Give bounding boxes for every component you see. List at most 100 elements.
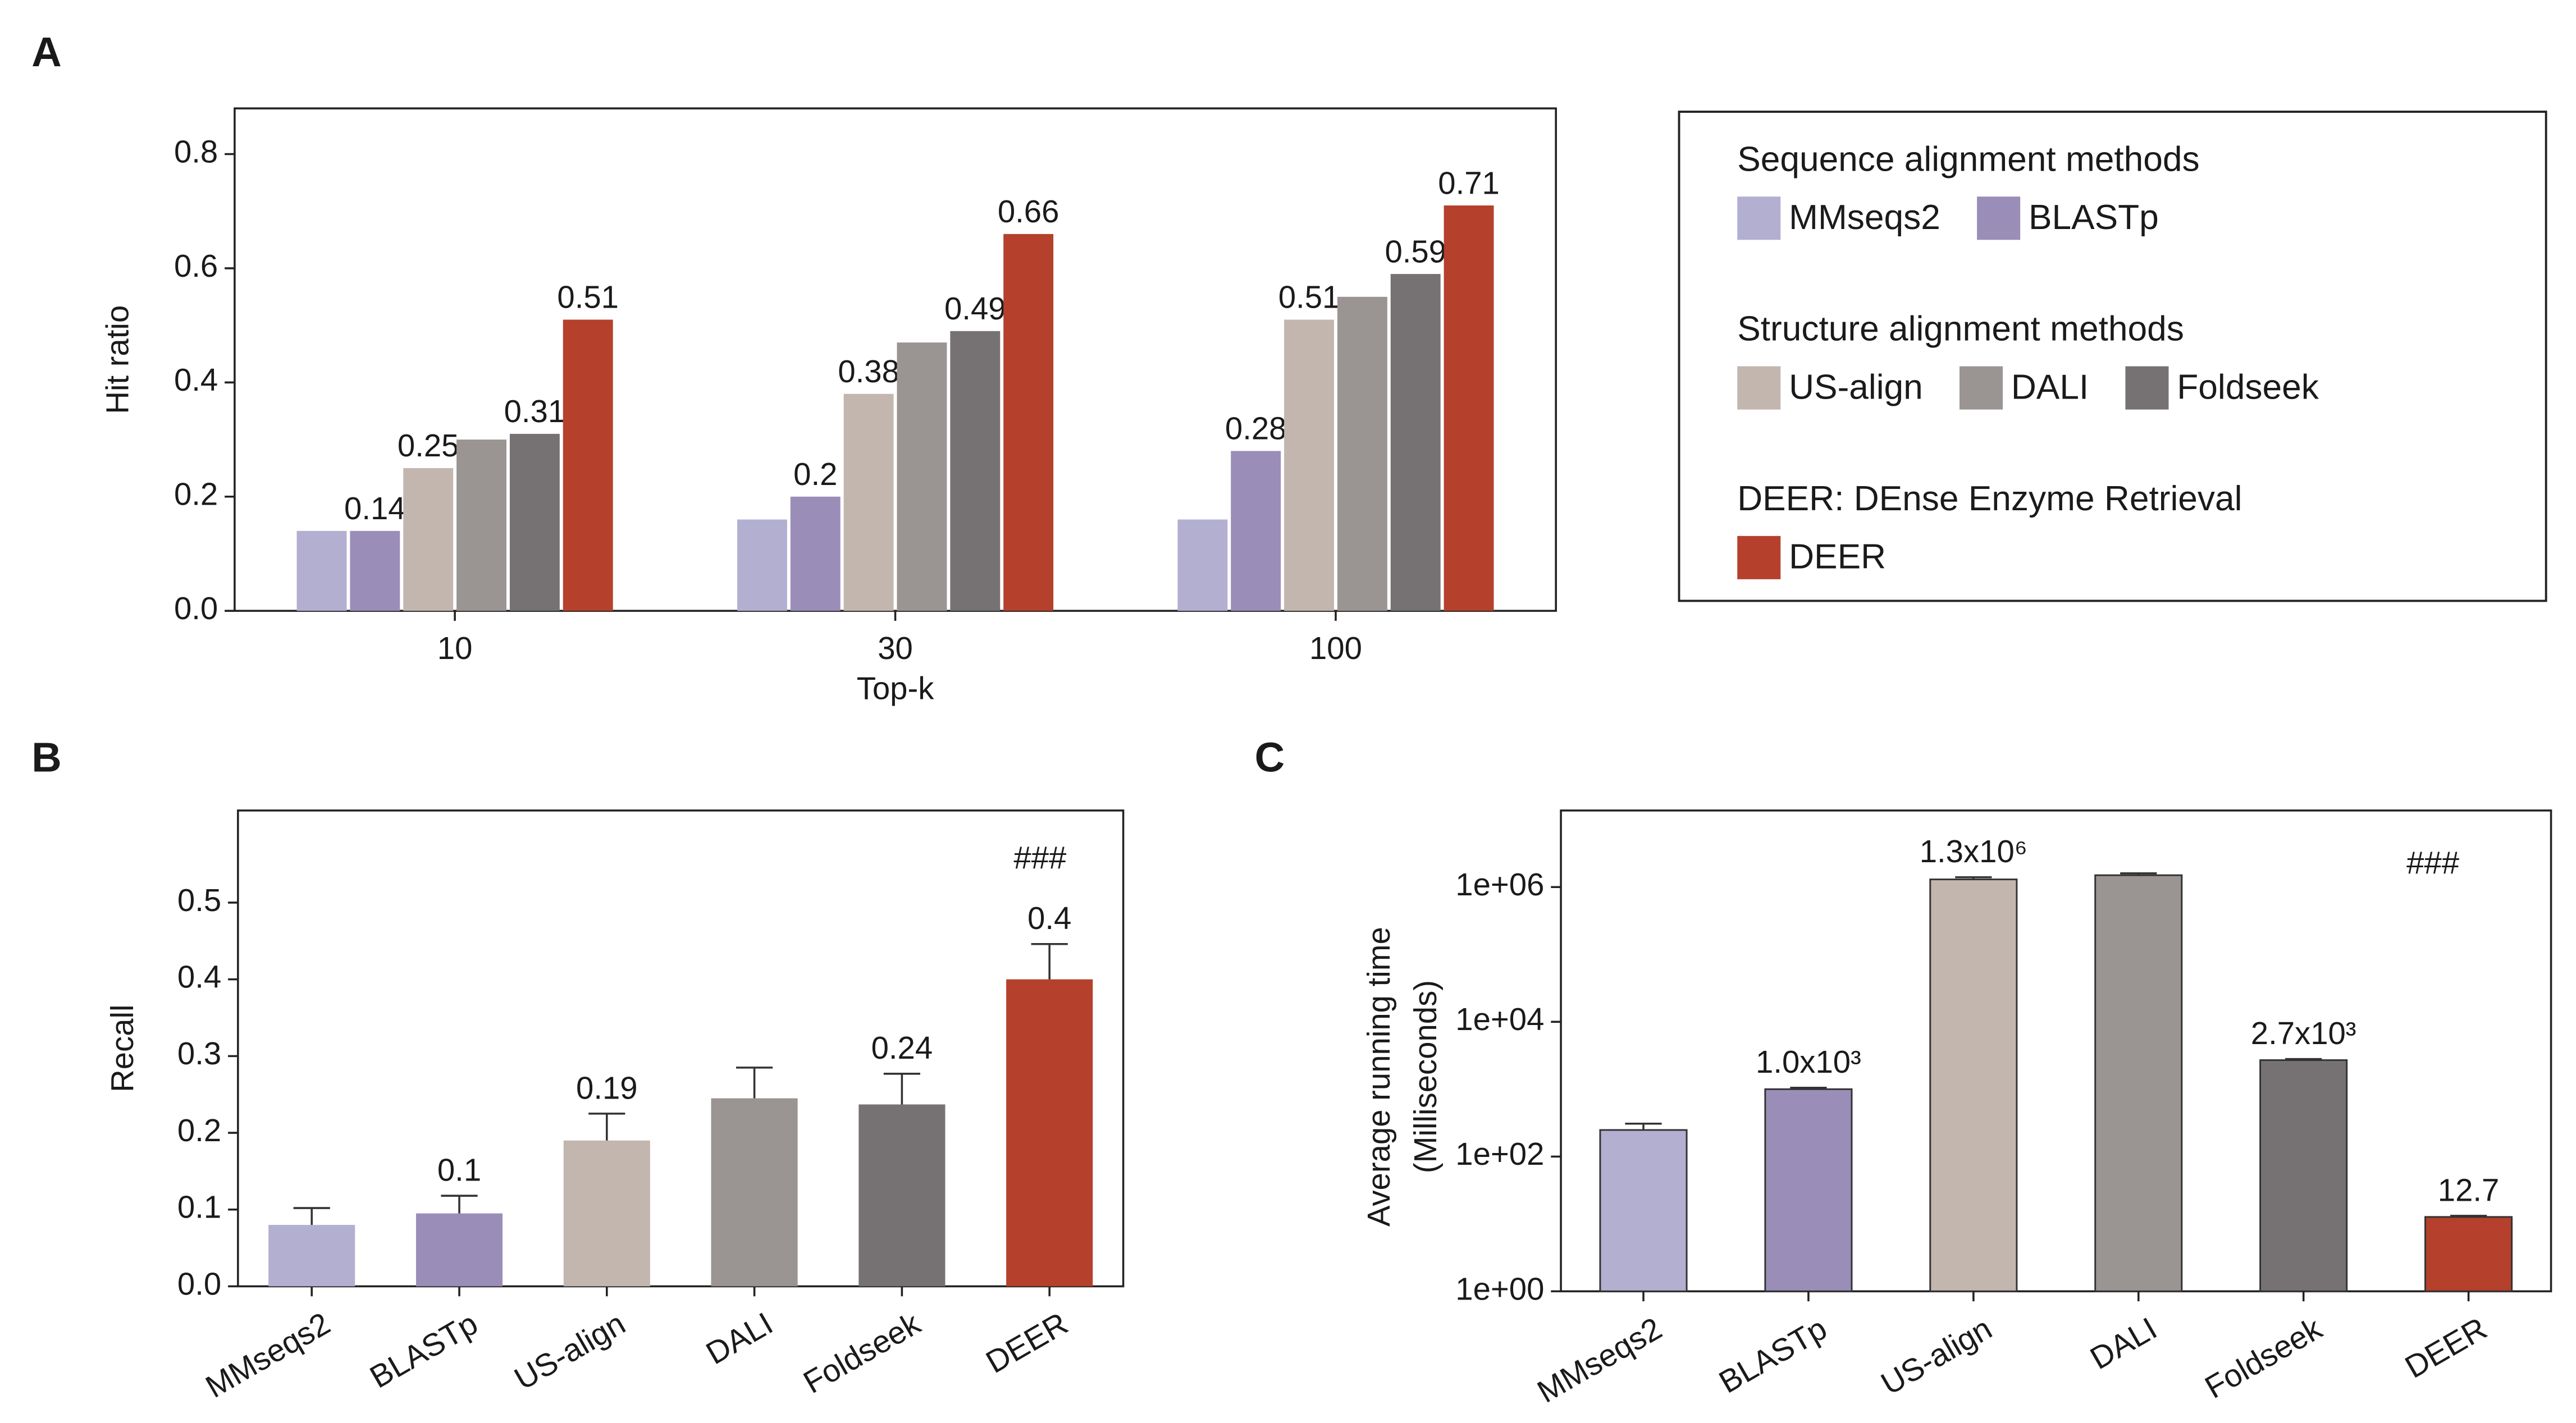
y-tick-label: 0.5 [177,882,221,918]
error-bar [588,1113,625,1141]
bar [2094,874,2183,1292]
y-tick-label: 0.0 [174,591,218,626]
value-label: 0.2 [793,456,837,492]
value-label: 0.1 [437,1152,481,1188]
bar [1003,234,1054,611]
value-label: 0.51 [557,280,619,315]
x-tick-label: DALI [2084,1310,2163,1376]
bar [415,1213,503,1287]
x-tick-label: BLASTp [1713,1310,1833,1399]
value-label: 0.25 [398,428,459,463]
bar [509,433,560,611]
y-tick-label: 0.1 [177,1189,221,1225]
legend-swatch [1959,366,2003,410]
legend-label: DEER [1789,538,1886,576]
y-axis-label: Hit ratio [99,305,135,414]
bar [897,342,947,611]
x-tick-label: US-align [1875,1310,1997,1402]
x-tick-label: DALI [700,1305,779,1371]
value-label: 0.28 [1225,411,1287,446]
legend-heading: DEER: DEnse Enzyme Retrieval [1737,479,2242,518]
value-label: 0.4 [1027,900,1071,936]
legend-swatch [1977,196,2021,240]
x-tick-label: Foldseek [797,1305,926,1400]
error-bar [2120,872,2157,876]
x-tick-label: DEER [2399,1310,2493,1385]
value-label: 0.19 [576,1070,638,1105]
bar [790,496,841,611]
error-bar [2450,1215,2487,1217]
value-label: 0.49 [944,291,1006,326]
bar [563,319,613,611]
bar [1284,319,1334,611]
y-tick-label: 0.6 [174,248,218,283]
x-axis-label: Top-k [857,670,935,706]
x-tick-label: US-align [508,1305,631,1397]
error-bar [2285,1058,2322,1060]
x-tick-label: MMseqs2 [1531,1310,1668,1410]
y-tick-label: 0.4 [177,959,221,995]
value-label: 12.7 [2438,1172,2500,1207]
bar [2259,1059,2348,1292]
bar [563,1140,650,1287]
legend-heading: Sequence alignment methods [1737,140,2199,179]
bar [268,1225,355,1287]
legend-swatch [2125,366,2169,410]
x-tick-label: MMseqs2 [199,1305,336,1404]
bar [737,519,787,611]
legend-heading: Structure alignment methods [1737,310,2184,349]
panel-label: A [31,29,61,75]
y-axis-label: (Milliseconds) [1408,980,1443,1173]
error-bar [736,1067,773,1099]
y-tick-label: 1e+00 [1455,1271,1544,1306]
legend-label: DALI [2011,368,2089,406]
bar [950,331,1001,611]
x-tick-label: DEER [980,1305,1074,1380]
error-bar [883,1073,920,1105]
value-label: 0.14 [344,491,406,526]
y-axis-label: Recall [104,1004,140,1092]
bar [296,530,347,611]
bar [1177,519,1228,611]
bar [1006,979,1093,1287]
bar [1764,1088,1853,1292]
bar [1231,451,1281,611]
y-axis-label: Average running time [1361,927,1396,1227]
legend-label: BLASTp [2029,198,2159,237]
panel-label: C [1255,734,1285,781]
y-tick-label: 1e+02 [1455,1136,1544,1172]
legend-label: MMseqs2 [1789,198,1940,237]
value-label: 0.71 [1438,165,1500,200]
y-tick-label: 0.2 [177,1113,221,1148]
bar [350,530,400,611]
annotation: ### [1013,840,1067,876]
error-bar [441,1195,478,1214]
value-label: 0.59 [1385,234,1446,269]
bar [2424,1216,2513,1292]
error-bar [1031,942,1068,980]
legend-label: Foldseek [2177,368,2319,406]
y-tick-label: 0.8 [174,134,218,169]
error-bar [1790,1087,1827,1090]
legend-swatch [1737,366,1781,410]
value-label: 0.38 [838,354,899,389]
y-tick-label: 1e+04 [1455,1001,1544,1037]
bar [1599,1129,1688,1292]
y-tick-label: 0.2 [174,477,218,512]
y-tick-label: 0.4 [174,362,218,397]
value-label: 1.3x10⁶ [1920,834,2027,869]
value-label: 0.66 [998,194,1059,229]
plot-frame [237,809,1125,1288]
bar [403,468,454,611]
value-label: 1.0x10³ [1756,1044,1861,1079]
legend-label: US-align [1789,368,1923,406]
bar [1444,205,1494,611]
legend-swatch [1737,196,1781,240]
error-bar [293,1207,330,1225]
x-tick-label: 10 [437,630,473,666]
bar [1390,274,1441,611]
x-tick-label: 30 [878,630,913,666]
x-tick-label: 100 [1309,630,1362,666]
